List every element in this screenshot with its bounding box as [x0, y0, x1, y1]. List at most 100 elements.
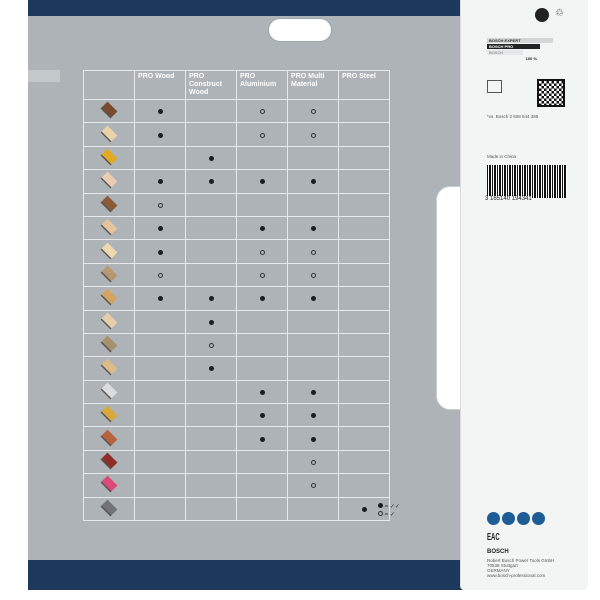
suitability-cell — [185, 379, 237, 405]
full-dot-icon — [157, 226, 163, 232]
suitability-cell — [287, 192, 339, 217]
ring-icon — [310, 109, 316, 115]
suitability-cell — [338, 215, 390, 241]
suitability-cell — [287, 403, 339, 428]
suitability-cell — [134, 215, 186, 241]
barcode — [487, 165, 567, 198]
reference-text: *vs. Bosch 2 608 644 385 — [487, 114, 539, 119]
suitability-cell — [287, 449, 339, 475]
table-row — [83, 215, 390, 241]
material-icon — [100, 218, 118, 236]
suitability-cell — [287, 379, 339, 405]
ring-icon — [259, 132, 265, 138]
material-icon — [100, 499, 118, 517]
material-cell — [83, 192, 135, 217]
qr-code — [537, 79, 565, 107]
suitability-cell — [338, 262, 390, 288]
corner-cell — [83, 70, 135, 100]
suitability-cell — [338, 239, 390, 264]
suitability-cell — [236, 449, 288, 475]
suitability-cell — [134, 262, 186, 288]
address-line: Robert Bosch Power Tools GmbH — [487, 558, 555, 563]
suitability-cell — [134, 496, 186, 522]
suitability-cell — [185, 309, 237, 334]
suitability-cell — [134, 403, 186, 428]
label-card — [460, 0, 588, 590]
suitability-cell — [185, 239, 237, 264]
full-dot-icon — [208, 155, 214, 161]
suitability-cell — [287, 286, 339, 311]
table-row — [83, 192, 390, 217]
suitability-cell — [338, 473, 390, 498]
suitability-cell — [134, 309, 186, 334]
suitability-cell — [236, 332, 288, 358]
rank-bosch: BOSCH — [487, 50, 524, 55]
rank-bars: BOSCH EXPERT BOSCH PRO BOSCH 100 % — [487, 38, 553, 62]
legend-partial: = ✓ — [384, 512, 395, 518]
bottom-band — [28, 560, 468, 590]
suitability-cell — [338, 426, 390, 451]
full-dot-icon — [259, 296, 265, 302]
suitability-cell — [338, 122, 390, 147]
suitability-cell — [338, 98, 390, 124]
ring-icon — [157, 202, 163, 208]
suitability-cell — [185, 192, 237, 217]
ring-icon — [208, 343, 214, 349]
full-dot-icon — [157, 249, 163, 255]
ring-icon — [259, 249, 265, 255]
suitability-cell — [185, 426, 237, 451]
suitability-cell — [134, 192, 186, 217]
suitability-cell — [134, 169, 186, 194]
full-dot-icon — [259, 226, 265, 232]
ring-icon — [310, 483, 316, 489]
column-header: PRO Wood — [134, 70, 186, 100]
column-header: PRO Multi Material — [287, 70, 339, 100]
material-icon — [100, 359, 118, 376]
suitability-cell — [287, 473, 339, 498]
suitability-cell — [134, 239, 186, 264]
suitability-cell — [236, 403, 288, 428]
full-dot-icon — [157, 132, 163, 138]
full-dot-icon — [208, 319, 214, 325]
material-cell — [83, 239, 135, 264]
material-icon — [100, 171, 118, 189]
suitability-cell — [338, 379, 390, 405]
suitability-cell — [134, 145, 186, 171]
suitability-cell — [134, 449, 186, 475]
suitability-cell — [338, 145, 390, 171]
suitability-cell — [134, 379, 186, 405]
ring-icon — [310, 272, 316, 278]
address-line: www.bosch-professional.com — [487, 573, 546, 578]
material-cell — [83, 309, 135, 334]
ring-icon — [310, 249, 316, 255]
full-dot-icon — [259, 179, 265, 185]
suitability-cell — [236, 122, 288, 147]
full-dot-icon — [157, 179, 163, 185]
suitability-cell — [185, 262, 237, 288]
table-row — [83, 122, 390, 147]
hanger-hole — [268, 18, 332, 42]
material-cell — [83, 473, 135, 498]
material-icon — [100, 452, 118, 470]
suitability-cell — [236, 169, 288, 194]
suitability-cell — [185, 145, 237, 171]
suitability-cell — [287, 215, 339, 241]
full-dot-icon — [310, 436, 316, 442]
ring-icon — [259, 109, 265, 115]
suitability-cell — [185, 403, 237, 428]
suitability-cell — [236, 426, 288, 451]
material-cell — [83, 379, 135, 405]
suitability-cell — [236, 215, 288, 241]
safety-icons — [487, 512, 547, 530]
ring-icon — [310, 132, 316, 138]
table-row — [83, 286, 390, 311]
table-row — [83, 496, 390, 522]
suitability-cell — [185, 286, 237, 311]
full-dot-icon — [208, 179, 214, 185]
legend: = ✓✓ = ✓ — [378, 503, 400, 519]
table-row — [83, 332, 390, 358]
table-row — [83, 262, 390, 288]
table-row — [83, 98, 390, 124]
table-row — [83, 449, 390, 475]
suitability-cell — [236, 98, 288, 124]
